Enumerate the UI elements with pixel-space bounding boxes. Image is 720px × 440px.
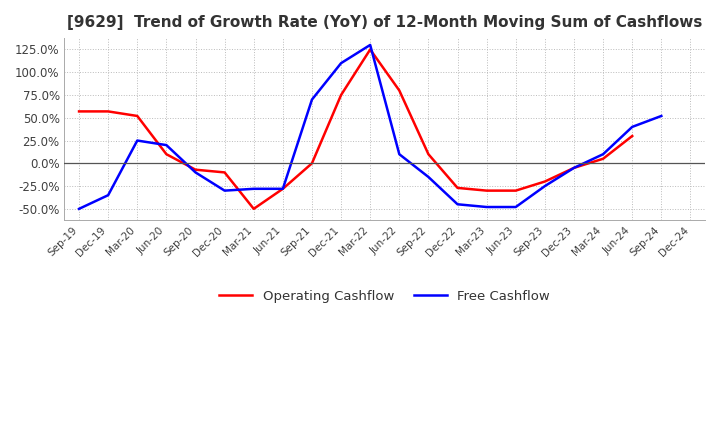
Free Cashflow (628, 124, 636, 129)
Line: Free Cashflow: Free Cashflow (79, 45, 662, 209)
Free Cashflow (366, 42, 374, 48)
Operating Cashflow (628, 133, 636, 139)
Free Cashflow (279, 186, 287, 191)
Operating Cashflow (453, 185, 462, 191)
Free Cashflow (75, 206, 84, 212)
Free Cashflow (599, 151, 608, 157)
Free Cashflow (192, 170, 200, 175)
Free Cashflow (307, 97, 316, 102)
Free Cashflow (424, 174, 433, 180)
Operating Cashflow (279, 186, 287, 191)
Free Cashflow (541, 183, 549, 189)
Free Cashflow (162, 143, 171, 148)
Free Cashflow (220, 188, 229, 193)
Operating Cashflow (366, 47, 374, 52)
Free Cashflow (395, 151, 404, 157)
Operating Cashflow (599, 156, 608, 161)
Legend: Operating Cashflow, Free Cashflow: Operating Cashflow, Free Cashflow (214, 285, 556, 308)
Operating Cashflow (424, 151, 433, 157)
Operating Cashflow (104, 109, 112, 114)
Operating Cashflow (75, 109, 84, 114)
Free Cashflow (337, 61, 346, 66)
Operating Cashflow (133, 114, 142, 119)
Operating Cashflow (162, 151, 171, 157)
Operating Cashflow (192, 167, 200, 172)
Free Cashflow (249, 186, 258, 191)
Free Cashflow (511, 204, 520, 209)
Operating Cashflow (220, 170, 229, 175)
Free Cashflow (657, 114, 666, 119)
Line: Operating Cashflow: Operating Cashflow (79, 49, 632, 209)
Free Cashflow (453, 202, 462, 207)
Operating Cashflow (249, 206, 258, 212)
Free Cashflow (570, 165, 578, 171)
Free Cashflow (482, 204, 491, 209)
Title: [9629]  Trend of Growth Rate (YoY) of 12-Month Moving Sum of Cashflows: [9629] Trend of Growth Rate (YoY) of 12-… (67, 15, 703, 30)
Free Cashflow (133, 138, 142, 143)
Operating Cashflow (307, 161, 316, 166)
Operating Cashflow (570, 165, 578, 171)
Operating Cashflow (541, 179, 549, 184)
Operating Cashflow (511, 188, 520, 193)
Operating Cashflow (482, 188, 491, 193)
Free Cashflow (104, 193, 112, 198)
Operating Cashflow (337, 92, 346, 98)
Operating Cashflow (395, 88, 404, 93)
